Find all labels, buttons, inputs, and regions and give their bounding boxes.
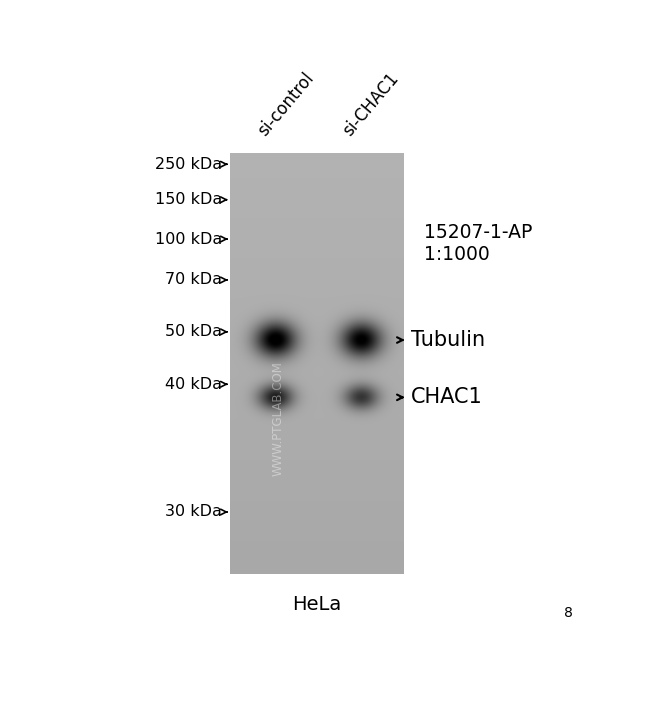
Text: 150 kDa: 150 kDa xyxy=(155,192,222,207)
Text: 40 kDa: 40 kDa xyxy=(165,376,222,392)
Text: 8: 8 xyxy=(564,606,573,620)
Text: 15207-1-AP: 15207-1-AP xyxy=(424,223,532,242)
Text: HeLa: HeLa xyxy=(292,596,342,614)
Text: 250 kDa: 250 kDa xyxy=(155,157,222,172)
Text: WWW.PTGLAB.COM: WWW.PTGLAB.COM xyxy=(271,361,284,476)
Text: 30 kDa: 30 kDa xyxy=(165,505,222,520)
Text: CHAC1: CHAC1 xyxy=(411,387,483,408)
Text: 70 kDa: 70 kDa xyxy=(165,272,222,287)
Text: 100 kDa: 100 kDa xyxy=(155,232,222,247)
Text: Tubulin: Tubulin xyxy=(411,330,486,350)
Text: 1:1000: 1:1000 xyxy=(424,245,489,264)
Text: 50 kDa: 50 kDa xyxy=(165,324,222,340)
Text: si-control: si-control xyxy=(254,69,317,140)
Text: si-CHAC1: si-CHAC1 xyxy=(339,69,402,140)
